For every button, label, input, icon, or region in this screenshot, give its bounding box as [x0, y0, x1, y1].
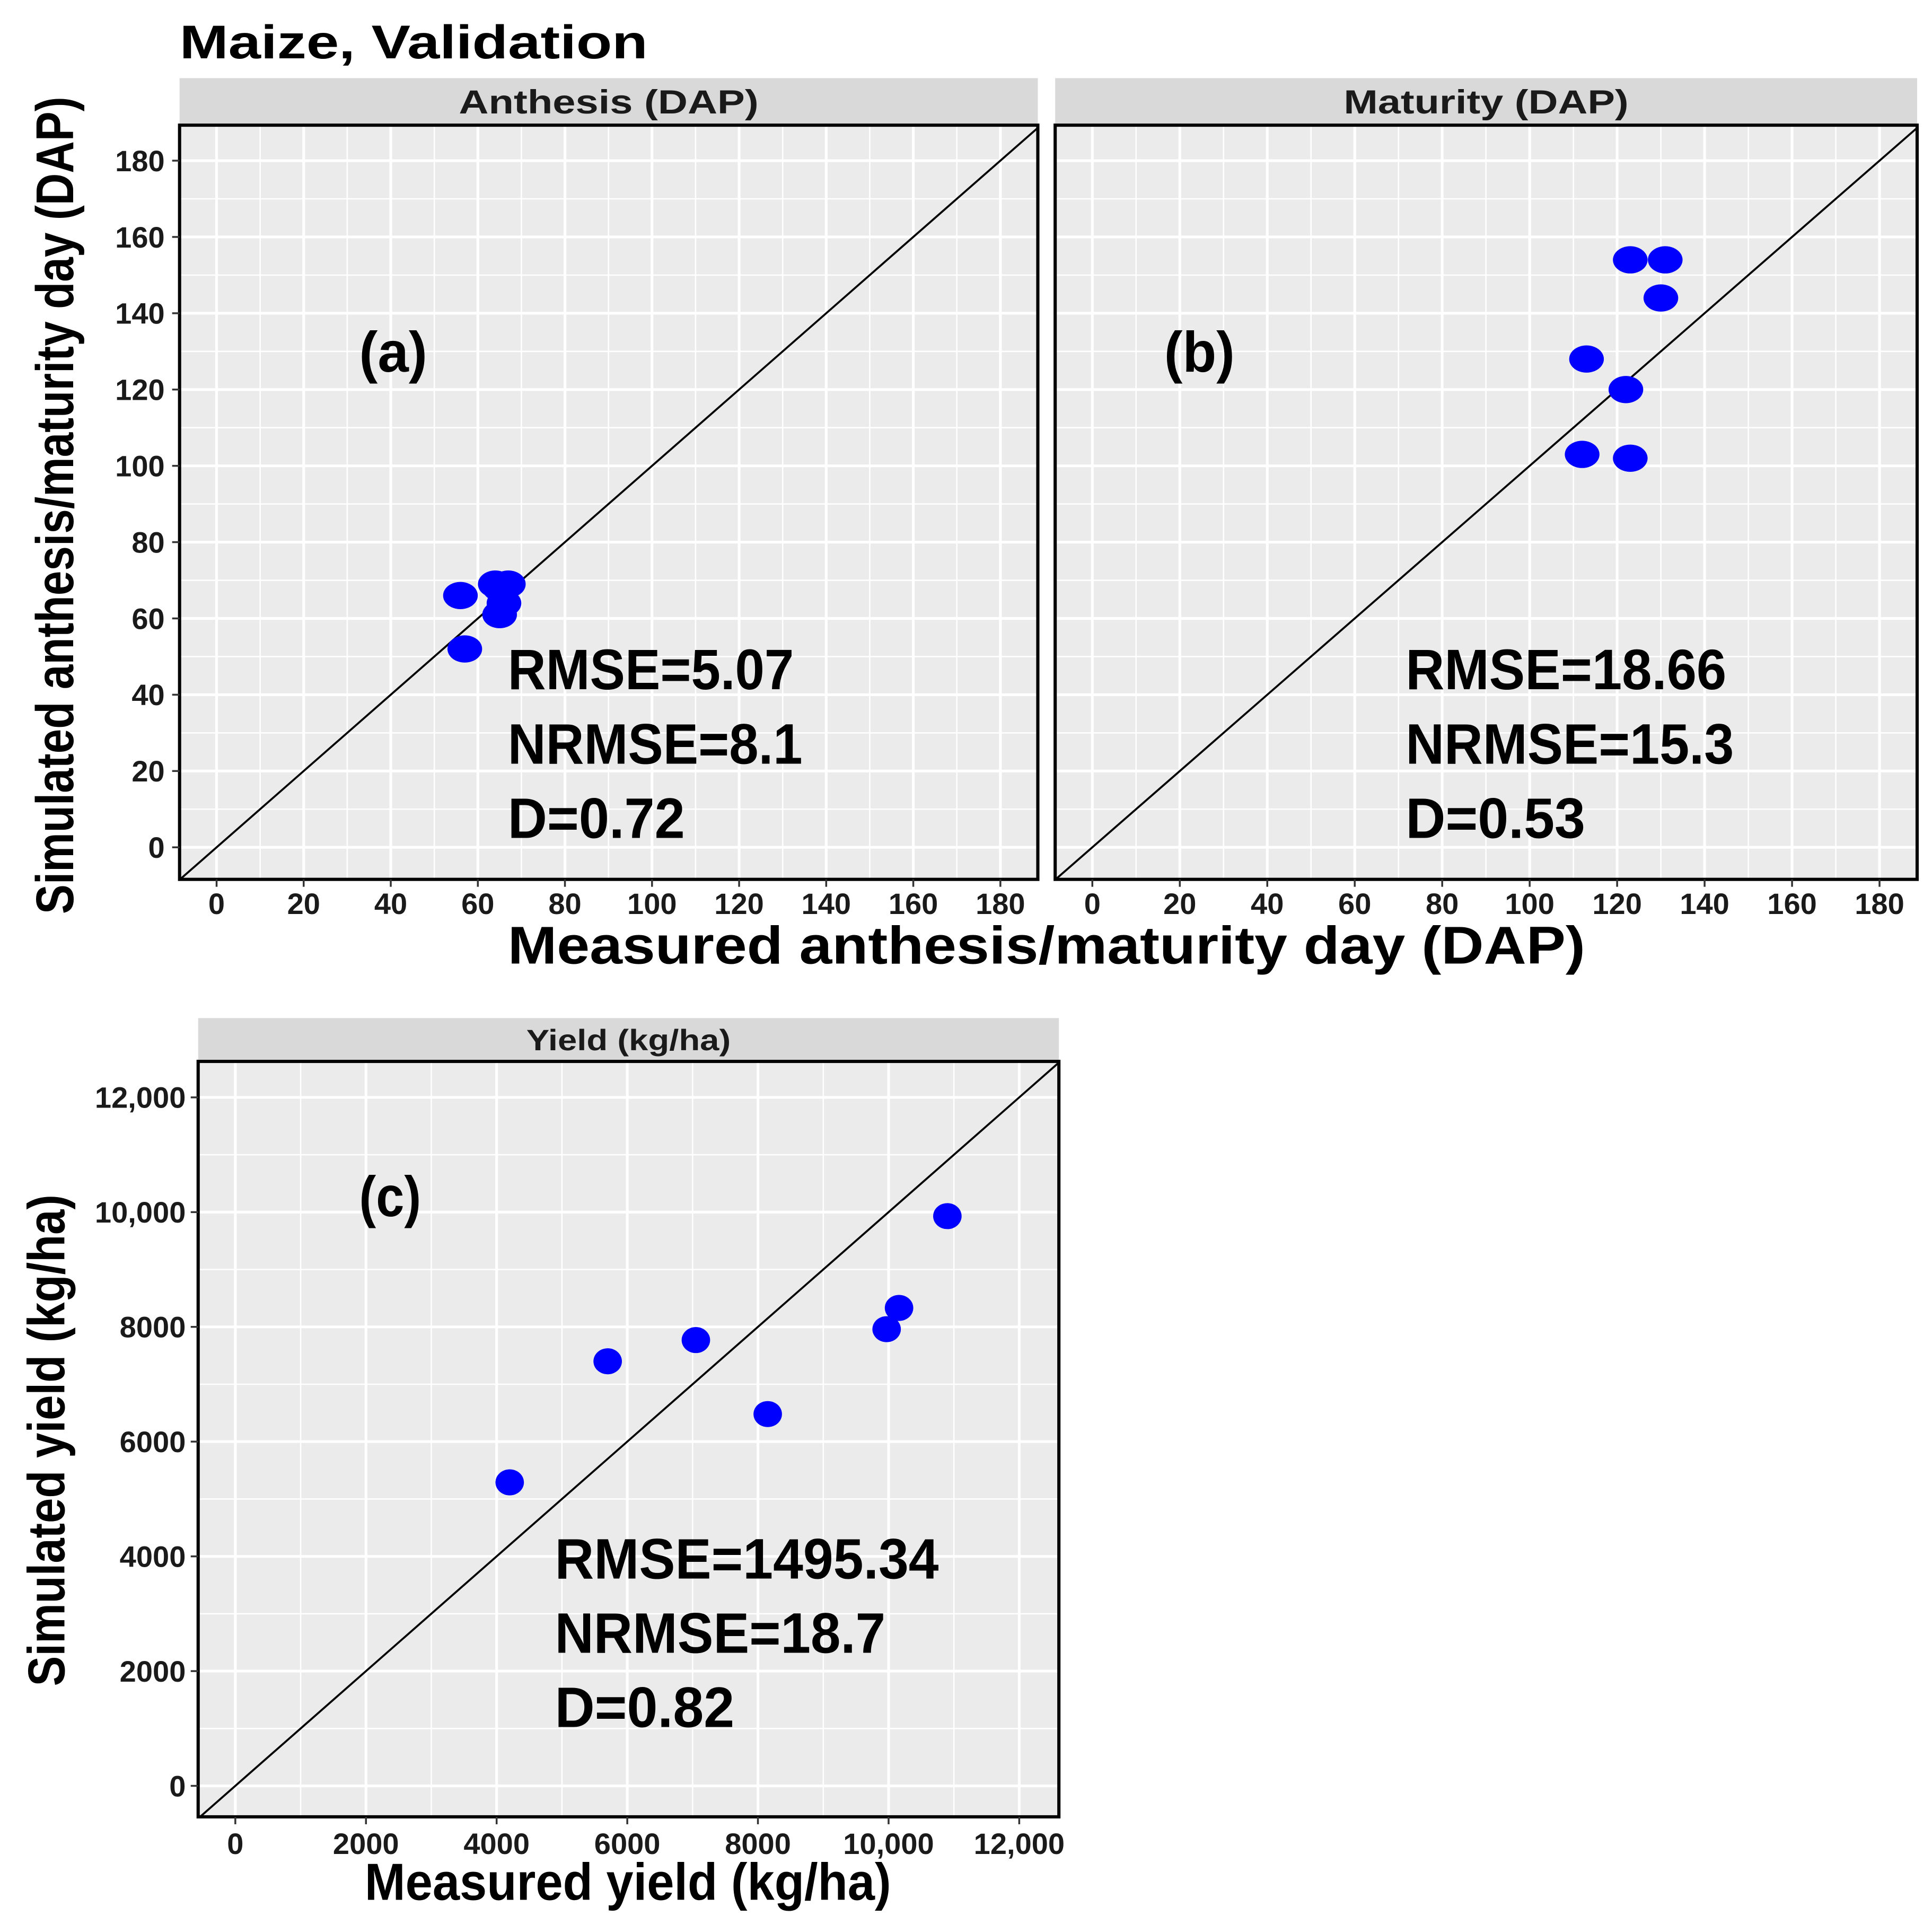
data-point	[884, 1295, 914, 1321]
x-tick-label: 120	[1592, 887, 1642, 920]
plot-border	[1053, 124, 1919, 881]
x-tick-label: 180	[1855, 887, 1904, 920]
y-tick-label: 6000	[120, 1425, 186, 1458]
figure-title: Maize, Validation	[180, 16, 648, 68]
data-point	[593, 1348, 622, 1375]
data-point	[1613, 444, 1648, 472]
x-tick-label: 60	[461, 887, 494, 920]
facet-strip-background	[198, 1018, 1059, 1062]
y-tick-label: 140	[115, 297, 165, 330]
y-tick-label: 120	[115, 373, 165, 407]
x-tick-label: 180	[976, 887, 1025, 920]
stat-rmse-a: RMSE=5.07	[508, 638, 794, 701]
data-point	[1569, 345, 1604, 373]
x-tick-label: 10,000	[843, 1827, 934, 1860]
x-tick-label: 4000	[463, 1827, 530, 1860]
y-tick-label: 20	[131, 754, 164, 788]
panel-yield: 0 2000 4000 6000 8000 10,000 12,000 0 2000 4000 60…	[95, 1018, 1065, 1860]
reference-line-1to1	[1055, 127, 1918, 881]
data-point	[872, 1316, 901, 1342]
x-tick-label: 80	[1426, 887, 1459, 920]
panel-maturity: 0 20 40 60 80 100 120 140 160 180	[1053, 78, 1919, 920]
x-tick-label: 0	[227, 1827, 243, 1860]
stat-d-a: D=0.72	[508, 786, 685, 850]
data-point	[681, 1327, 710, 1353]
x-tick-label: 0	[1084, 887, 1101, 920]
y-tick-label: 160	[115, 221, 165, 254]
y-tick-label: 80	[131, 525, 164, 559]
y-tick-label: 12,000	[95, 1081, 186, 1114]
reference-line-1to1	[199, 1061, 1060, 1818]
x-tick-label: 100	[627, 887, 677, 920]
facet-title-anthesis: Anthesis (DAP)	[459, 84, 758, 121]
x-axis-title-top-row: Measured anthesis/maturity day (DAP)	[508, 916, 1585, 975]
x-tick-label: 20	[287, 887, 320, 920]
stat-rmse-c: RMSE=1495.34	[555, 1527, 938, 1590]
data-point	[753, 1401, 782, 1427]
data-point	[482, 574, 517, 602]
x-tick-label: 140	[1680, 887, 1729, 920]
data-point	[495, 1469, 524, 1496]
y-tick-label: 10,000	[95, 1196, 186, 1229]
x-tick-label: 6000	[594, 1827, 661, 1860]
x-tick-label: 80	[548, 887, 581, 920]
data-point	[1608, 376, 1644, 403]
x-tick-label: 12,000	[974, 1827, 1065, 1860]
data-point	[447, 635, 482, 663]
x-tick-label: 120	[714, 887, 764, 920]
plot-border	[196, 1060, 1061, 1818]
y-tick-label: 100	[115, 450, 165, 483]
stat-nrmse-c: NRMSE=18.7	[555, 1601, 885, 1665]
x-tick-label: 40	[374, 887, 407, 920]
stat-d-b: D=0.53	[1406, 786, 1585, 850]
facet-title-maturity: Maturity (DAP)	[1343, 84, 1628, 121]
y-tick-label: 0	[169, 1769, 186, 1803]
y-tick-label: 4000	[120, 1540, 186, 1573]
data-point	[1643, 284, 1679, 312]
y-tick-label: 40	[131, 678, 164, 711]
panel-label-c: (c)	[359, 1165, 421, 1228]
x-tick-label: 160	[889, 887, 938, 920]
y-tick-label: 2000	[120, 1655, 186, 1688]
y-tick-label: 180	[115, 144, 165, 178]
x-tick-label: 60	[1338, 887, 1371, 920]
facet-strip-background	[1055, 78, 1917, 126]
x-tick-label: 20	[1163, 887, 1196, 920]
x-tick-label: 40	[1251, 887, 1284, 920]
x-tick-label: 100	[1505, 887, 1555, 920]
y-axis-title-yield: Simulated yield (kg/ha)	[17, 1194, 75, 1686]
data-point	[1648, 246, 1683, 274]
y-tick-label: 8000	[120, 1311, 186, 1344]
reference-line-1to1	[179, 127, 1039, 881]
data-point	[443, 582, 478, 610]
panel-anthesis: 0 20 40 60 80 100 120 140 160 180 0 20 40 60 80 100 120 1…	[115, 78, 1040, 920]
data-point	[1565, 441, 1600, 468]
plot-border	[178, 124, 1040, 881]
y-tick-label: 0	[148, 831, 165, 864]
facet-strip-background	[179, 78, 1038, 126]
stat-nrmse-b: NRMSE=15.3	[1406, 712, 1734, 776]
x-tick-label: 140	[802, 887, 851, 920]
stat-rmse-b: RMSE=18.66	[1406, 638, 1726, 701]
y-axis-title-top-row: Simulated anthesis/maturity day (DAP)	[25, 96, 85, 914]
stat-d-c: D=0.82	[555, 1676, 734, 1739]
stat-nrmse-a: NRMSE=8.1	[508, 712, 803, 776]
panel-label-a: (a)	[359, 320, 427, 384]
x-tick-label: 8000	[725, 1827, 791, 1860]
data-point	[933, 1203, 962, 1229]
x-tick-label: 2000	[333, 1827, 399, 1860]
y-tick-label: 60	[131, 602, 164, 635]
x-tick-label: 160	[1767, 887, 1817, 920]
x-axis-title-yield: Measured yield (kg/ha)	[365, 1852, 891, 1911]
panel-label-b: (b)	[1164, 320, 1235, 384]
x-tick-label: 0	[208, 887, 225, 920]
data-point	[1613, 246, 1648, 274]
facet-title-yield: Yield (kg/ha)	[526, 1023, 731, 1057]
